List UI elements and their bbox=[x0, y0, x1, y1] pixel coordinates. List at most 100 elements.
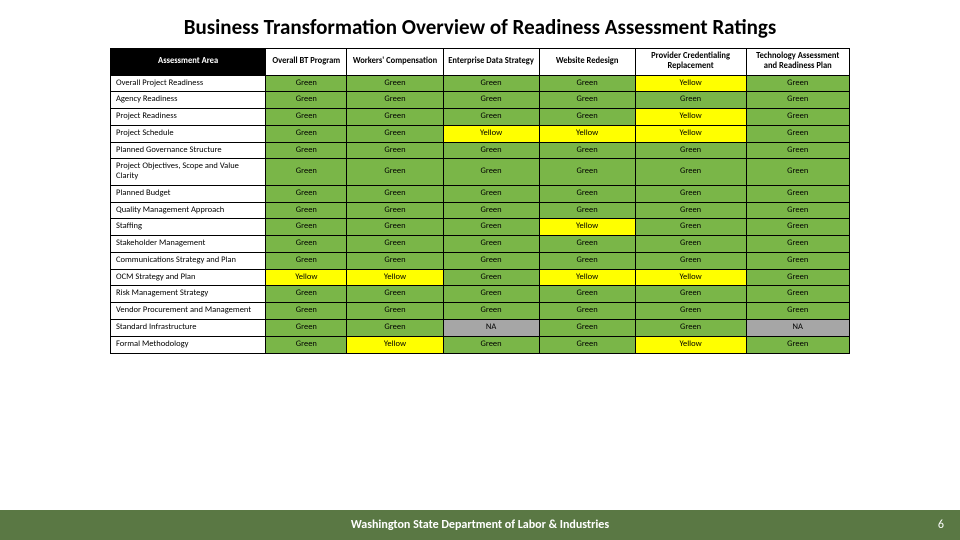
table-row: Risk Management StrategyGreenGreenGreenG… bbox=[111, 286, 850, 303]
rating-cell: Green bbox=[746, 252, 850, 269]
table-row: Overall Project ReadinessGreenGreenGreen… bbox=[111, 75, 850, 92]
table-row: Planned Governance StructureGreenGreenGr… bbox=[111, 142, 850, 159]
rating-cell: Green bbox=[347, 92, 443, 109]
table-body: Overall Project ReadinessGreenGreenGreen… bbox=[111, 75, 850, 353]
column-header: Workers' Compensation bbox=[347, 49, 443, 76]
rating-cell: Yellow bbox=[635, 269, 746, 286]
rating-cell: Green bbox=[746, 336, 850, 353]
row-label: Planned Governance Structure bbox=[111, 142, 266, 159]
rating-cell: Green bbox=[539, 320, 635, 337]
rating-cell: Yellow bbox=[635, 75, 746, 92]
page-title: Business Transformation Overview of Read… bbox=[0, 0, 960, 48]
rating-cell: Green bbox=[443, 286, 539, 303]
rating-cell: Green bbox=[746, 125, 850, 142]
rating-cell: Green bbox=[443, 236, 539, 253]
table-row: Standard InfrastructureGreenGreenNAGreen… bbox=[111, 320, 850, 337]
row-label: Agency Readiness bbox=[111, 92, 266, 109]
table-row: Quality Management ApproachGreenGreenGre… bbox=[111, 202, 850, 219]
rating-cell: Yellow bbox=[635, 109, 746, 126]
rating-cell: Green bbox=[746, 185, 850, 202]
table-header: Assessment AreaOverall BT ProgramWorkers… bbox=[111, 49, 850, 76]
rating-cell: Green bbox=[443, 159, 539, 186]
rating-cell: Green bbox=[266, 236, 347, 253]
rating-cell: Green bbox=[347, 109, 443, 126]
rating-cell: Green bbox=[347, 252, 443, 269]
row-label: Project Schedule bbox=[111, 125, 266, 142]
rating-cell: Green bbox=[746, 75, 850, 92]
rating-cell: Yellow bbox=[443, 125, 539, 142]
rating-cell: Green bbox=[635, 92, 746, 109]
rating-cell: Green bbox=[266, 336, 347, 353]
rating-cell: Green bbox=[635, 185, 746, 202]
rating-cell: Green bbox=[347, 185, 443, 202]
rating-cell: Green bbox=[443, 92, 539, 109]
rating-cell: NA bbox=[443, 320, 539, 337]
rating-cell: Green bbox=[266, 320, 347, 337]
row-label: Standard Infrastructure bbox=[111, 320, 266, 337]
rating-cell: Green bbox=[443, 185, 539, 202]
rating-cell: Green bbox=[539, 303, 635, 320]
table-row: Planned BudgetGreenGreenGreenGreenGreenG… bbox=[111, 185, 850, 202]
page-number: 6 bbox=[938, 518, 944, 532]
rating-cell: Green bbox=[746, 202, 850, 219]
rating-cell: Green bbox=[347, 202, 443, 219]
rating-cell: Green bbox=[746, 269, 850, 286]
column-header: Enterprise Data Strategy bbox=[443, 49, 539, 76]
table-row: OCM Strategy and PlanYellowYellowGreenYe… bbox=[111, 269, 850, 286]
rating-cell: Green bbox=[746, 219, 850, 236]
rating-cell: Green bbox=[266, 109, 347, 126]
rating-cell: Green bbox=[443, 219, 539, 236]
rating-cell: Green bbox=[266, 303, 347, 320]
table-row: Project ReadinessGreenGreenGreenGreenYel… bbox=[111, 109, 850, 126]
rating-cell: Green bbox=[746, 92, 850, 109]
rating-cell: Yellow bbox=[635, 336, 746, 353]
row-label: Staffing bbox=[111, 219, 266, 236]
row-label: Quality Management Approach bbox=[111, 202, 266, 219]
rating-cell: Green bbox=[266, 125, 347, 142]
row-label: Vendor Procurement and Management bbox=[111, 303, 266, 320]
ratings-table: Assessment AreaOverall BT ProgramWorkers… bbox=[110, 48, 850, 354]
rating-cell: Green bbox=[266, 286, 347, 303]
row-label: Project Objectives, Scope and Value Clar… bbox=[111, 159, 266, 186]
rating-cell: Green bbox=[347, 286, 443, 303]
rating-cell: Green bbox=[746, 236, 850, 253]
rating-cell: Green bbox=[539, 109, 635, 126]
rating-cell: Green bbox=[746, 142, 850, 159]
footer-bar: Washington State Department of Labor & I… bbox=[0, 510, 960, 540]
rating-cell: Yellow bbox=[347, 336, 443, 353]
rating-cell: Green bbox=[635, 219, 746, 236]
rating-cell: Green bbox=[443, 269, 539, 286]
rating-cell: Yellow bbox=[266, 269, 347, 286]
rating-cell: Green bbox=[746, 109, 850, 126]
column-header: Technology Assessment and Readiness Plan bbox=[746, 49, 850, 76]
rating-cell: Green bbox=[539, 185, 635, 202]
rating-cell: Green bbox=[266, 252, 347, 269]
rating-cell: Green bbox=[635, 159, 746, 186]
rating-cell: Green bbox=[635, 286, 746, 303]
column-header: Website Redesign bbox=[539, 49, 635, 76]
column-header: Provider Credentialing Replacement bbox=[635, 49, 746, 76]
rating-cell: Green bbox=[443, 75, 539, 92]
rating-cell: Green bbox=[266, 159, 347, 186]
rating-cell: Yellow bbox=[347, 269, 443, 286]
rating-cell: Green bbox=[266, 219, 347, 236]
table-row: Communications Strategy and PlanGreenGre… bbox=[111, 252, 850, 269]
ratings-table-container: Assessment AreaOverall BT ProgramWorkers… bbox=[0, 48, 960, 354]
rating-cell: Green bbox=[539, 142, 635, 159]
rating-cell: Green bbox=[347, 219, 443, 236]
rating-cell: Green bbox=[443, 109, 539, 126]
rating-cell: Green bbox=[443, 303, 539, 320]
rating-cell: Green bbox=[266, 202, 347, 219]
rating-cell: Green bbox=[266, 92, 347, 109]
rating-cell: Green bbox=[266, 75, 347, 92]
rating-cell: Green bbox=[746, 303, 850, 320]
rating-cell: Green bbox=[347, 303, 443, 320]
rating-cell: Green bbox=[443, 336, 539, 353]
row-label: Stakeholder Management bbox=[111, 236, 266, 253]
row-label: Risk Management Strategy bbox=[111, 286, 266, 303]
rating-cell: Green bbox=[539, 252, 635, 269]
footer-text: Washington State Department of Labor & I… bbox=[351, 518, 609, 532]
rating-cell: Green bbox=[539, 336, 635, 353]
rating-cell: Green bbox=[347, 125, 443, 142]
row-label: Communications Strategy and Plan bbox=[111, 252, 266, 269]
